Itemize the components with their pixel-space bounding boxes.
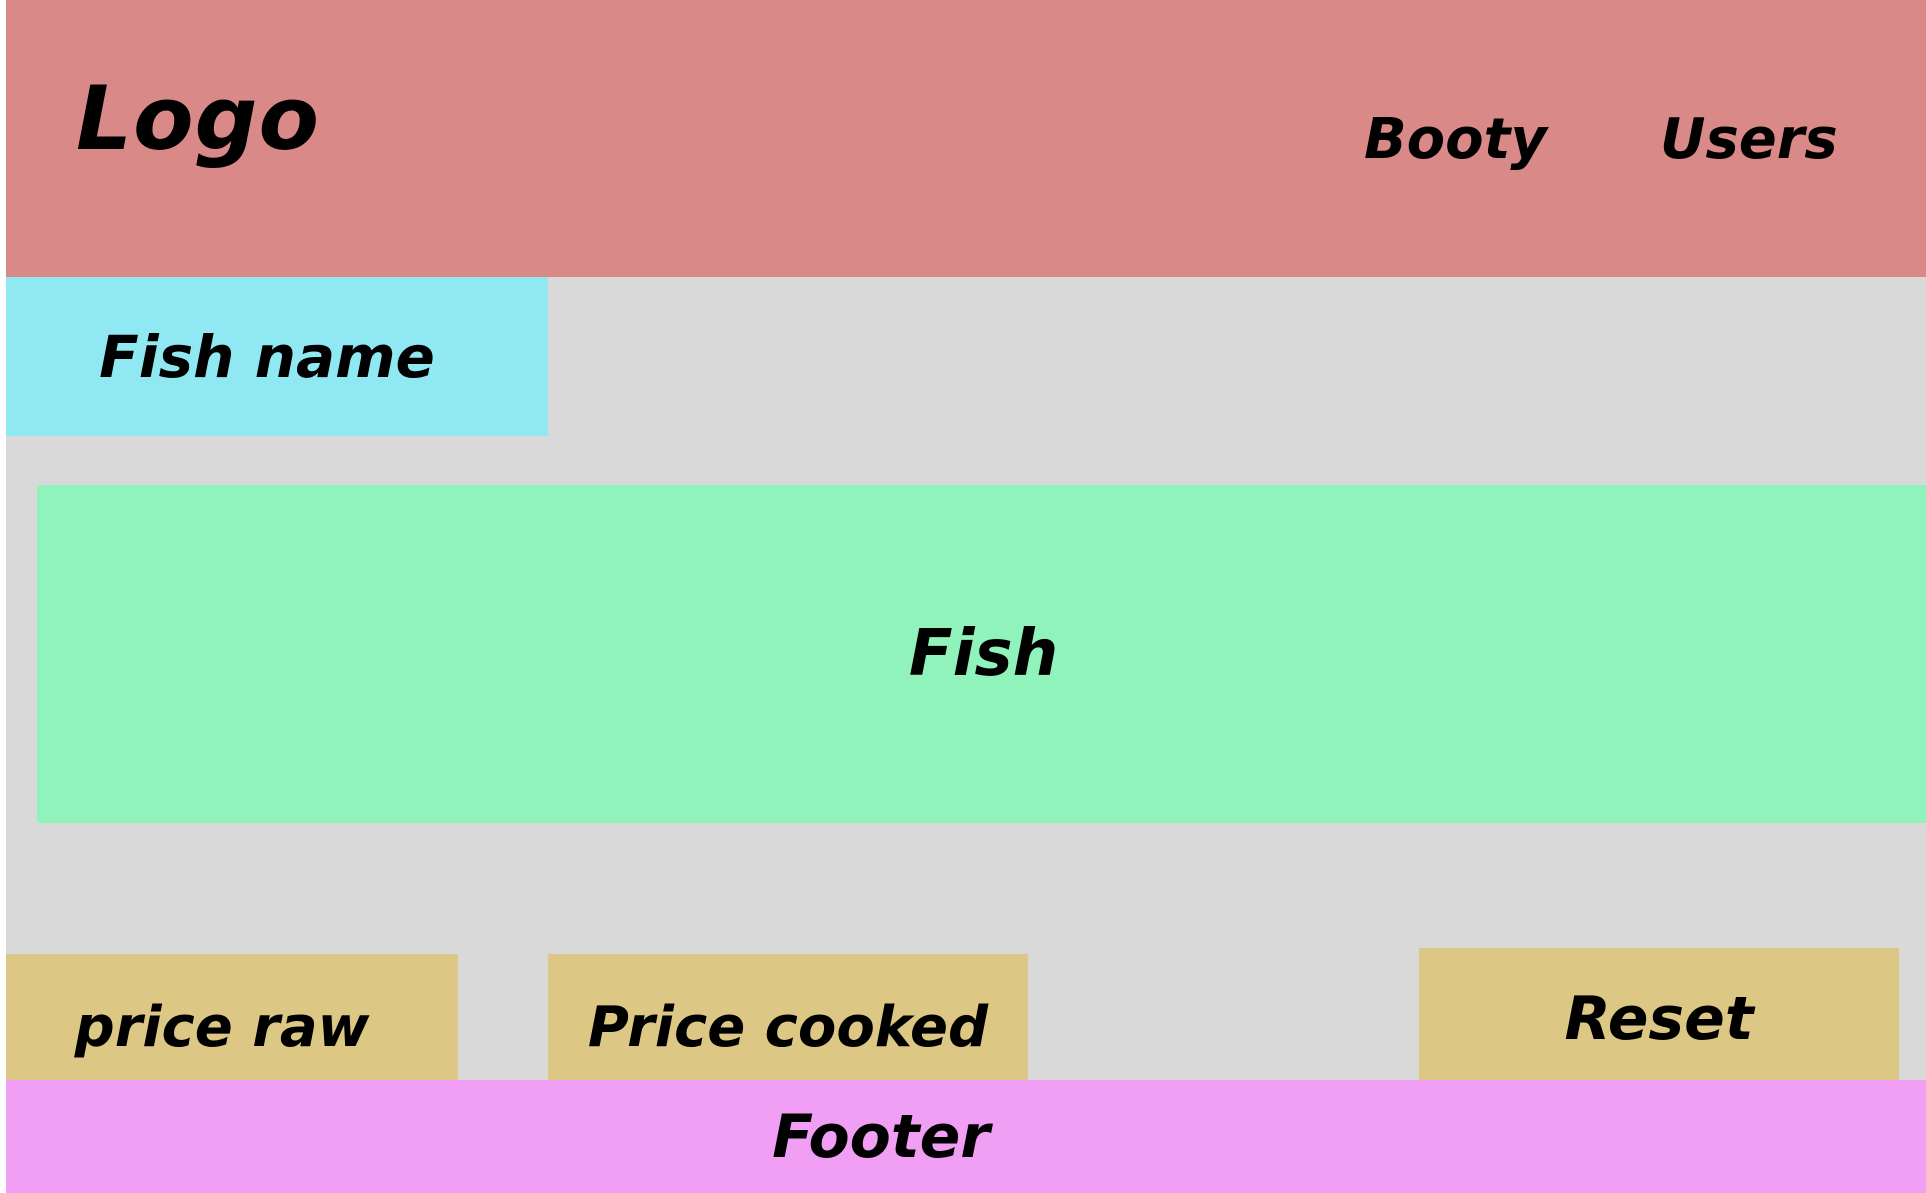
footer-label: Footer [772, 1101, 990, 1172]
fish-name-label: Fish name [99, 322, 435, 391]
nav-item-users[interactable]: Users [1660, 107, 1838, 172]
fish-name-box: Fish name [6, 277, 548, 436]
footer: Footer [6, 1080, 1926, 1193]
price-raw-box: price raw [6, 954, 458, 1080]
price-cooked-label: Price cooked [587, 995, 989, 1060]
price-cooked-box: Price cooked [548, 954, 1028, 1080]
fish-panel: Fish [37, 485, 1926, 823]
header: Logo Booty Users [6, 0, 1926, 277]
logo[interactable]: Logo [76, 67, 320, 170]
nav-item-booty[interactable]: Booty [1364, 107, 1547, 172]
wireframe-canvas: Logo Booty Users Fish name Fish price ra… [6, 0, 1926, 1193]
fish-label: Fish [908, 617, 1059, 691]
price-raw-label: price raw [74, 995, 370, 1060]
reset-button[interactable]: Reset [1419, 948, 1899, 1080]
reset-button-label: Reset [1564, 984, 1754, 1054]
